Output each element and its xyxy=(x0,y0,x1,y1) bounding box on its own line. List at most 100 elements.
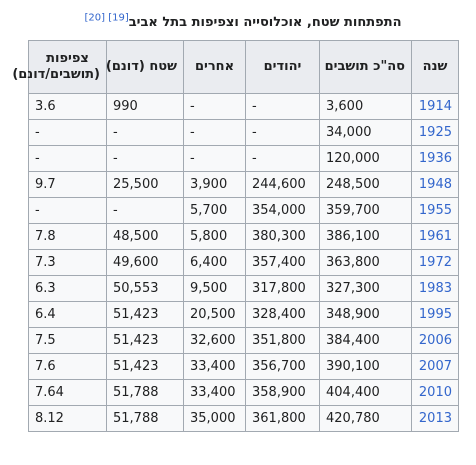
cell-total: 327,300 xyxy=(319,275,412,302)
year-link[interactable]: 1948 xyxy=(418,177,452,192)
cell-area: 49,600 xyxy=(106,249,184,276)
cell-jews: 244,600 xyxy=(245,171,320,198)
header-others: אחרים xyxy=(183,40,246,94)
cell-year: 1983 xyxy=(411,275,459,302)
year-link[interactable]: 1972 xyxy=(418,255,452,270)
cell-total: 348,900 xyxy=(319,301,412,328)
data-table: שנה סה"כ תושבים יהודים אחרים שטח (דונם) … xyxy=(12,40,459,432)
cell-density: 6.3 xyxy=(28,275,107,302)
cell-year: 1948 xyxy=(411,171,459,198)
cell-density: 9.7 xyxy=(28,171,107,198)
cell-area: 51,423 xyxy=(106,353,184,380)
year-link[interactable]: 1995 xyxy=(418,307,452,322)
table-body: 1914 3,600- -990 3.6 1925 34,000- - - -1936 120,0… xyxy=(28,93,459,432)
cell-jews: 357,400 xyxy=(245,249,320,276)
cell-jews: 380,300 xyxy=(245,223,320,250)
cell-others: 6,400 xyxy=(183,249,246,276)
cell-density: - xyxy=(28,197,107,224)
cell-year: 2010 xyxy=(411,379,459,406)
cell-area: 51,423 xyxy=(106,301,184,328)
year-link[interactable]: 1914 xyxy=(418,99,452,114)
cell-others: 9,500 xyxy=(183,275,246,302)
cell-jews: 317,800 xyxy=(245,275,320,302)
header-jews: יהודים xyxy=(245,40,320,94)
year-link[interactable]: 1961 xyxy=(418,229,452,244)
reference-link-20[interactable]: [20] xyxy=(84,12,105,24)
cell-density: - xyxy=(28,119,107,146)
cell-others: 5,700 xyxy=(183,197,246,224)
table-row: 2007 390,100 356,700 33,400 51,423 7.6 xyxy=(28,353,459,380)
cell-density: 7.5 xyxy=(28,327,107,354)
year-link[interactable]: 1925 xyxy=(418,125,452,140)
cell-area: - xyxy=(106,145,184,172)
cell-others: 32,600 xyxy=(183,327,246,354)
table-row: 1955 359,700 354,000 5,700- - xyxy=(28,197,459,224)
caption-refs: [19] [20] xyxy=(84,13,128,24)
cell-others: - xyxy=(183,145,246,172)
header-density-line2: (תושבים/דונם) xyxy=(12,67,100,82)
cell-area: 48,500 xyxy=(106,223,184,250)
cell-others: 20,500 xyxy=(183,301,246,328)
header-total: סה"כ תושבים xyxy=(319,40,412,94)
cell-year: 1955 xyxy=(411,197,459,224)
caption-text: התפתחות שטח, אוכלוסייה וצפיפות בתל אביב xyxy=(128,15,402,30)
table-row: 2013 420,780 361,800 35,000 51,788 8.12 xyxy=(28,405,459,432)
cell-density: 6.4 xyxy=(28,301,107,328)
cell-area: - xyxy=(106,197,184,224)
cell-jews: 351,800 xyxy=(245,327,320,354)
year-link[interactable]: 1955 xyxy=(418,203,452,218)
cell-year: 1995 xyxy=(411,301,459,328)
year-link[interactable]: 1983 xyxy=(418,281,452,296)
cell-density: 3.6 xyxy=(28,93,107,120)
year-link[interactable]: 2006 xyxy=(418,333,452,348)
year-link[interactable]: 2013 xyxy=(418,411,452,426)
year-link[interactable]: 1936 xyxy=(418,151,452,166)
table-row: 1961 386,100 380,300 5,800 48,500 7.8 xyxy=(28,223,459,250)
header-year: שנה xyxy=(411,40,459,94)
cell-year: 1972 xyxy=(411,249,459,276)
year-link[interactable]: 2010 xyxy=(418,385,452,400)
cell-total: 420,780 xyxy=(319,405,412,432)
cell-jews: 361,800 xyxy=(245,405,320,432)
cell-area: 990 xyxy=(106,93,184,120)
cell-year: 2006 xyxy=(411,327,459,354)
cell-area: 51,423 xyxy=(106,327,184,354)
cell-total: 386,100 xyxy=(319,223,412,250)
cell-jews: 356,700 xyxy=(245,353,320,380)
cell-density: 8.12 xyxy=(28,405,107,432)
header-area: שטח (דונם) xyxy=(106,40,184,94)
cell-density: 7.3 xyxy=(28,249,107,276)
cell-others: - xyxy=(183,119,246,146)
cell-total: 359,700 xyxy=(319,197,412,224)
cell-jews: 358,900 xyxy=(245,379,320,406)
table-row: 1983 327,300 317,800 9,500 50,553 6.3 xyxy=(28,275,459,302)
cell-year: 1936 xyxy=(411,145,459,172)
year-link[interactable]: 2007 xyxy=(418,359,452,374)
cell-total: 120,000 xyxy=(319,145,412,172)
reference-link-19[interactable]: [19] xyxy=(108,12,129,24)
cell-total: 384,400 xyxy=(319,327,412,354)
cell-density: 7.6 xyxy=(28,353,107,380)
cell-others: - xyxy=(183,93,246,120)
table-row: 1936 120,000- - - - xyxy=(28,145,459,172)
cell-year: 2007 xyxy=(411,353,459,380)
cell-others: 3,900 xyxy=(183,171,246,198)
table-row: 1972 363,800 357,400 6,400 49,600 7.3 xyxy=(28,249,459,276)
cell-jews: - xyxy=(245,145,320,172)
cell-others: 33,400 xyxy=(183,379,246,406)
header-density: צפיפות (תושבים/דונם) xyxy=(12,40,107,94)
table-row: 1948 248,500 244,600 3,900 25,500 9.7 xyxy=(28,171,459,198)
cell-jews: - xyxy=(245,119,320,146)
cell-total: 404,400 xyxy=(319,379,412,406)
cell-jews: - xyxy=(245,93,320,120)
cell-jews: 328,400 xyxy=(245,301,320,328)
cell-area: 51,788 xyxy=(106,379,184,406)
table-row: 2006 384,400 351,800 32,600 51,423 7.5 xyxy=(28,327,459,354)
cell-others: 35,000 xyxy=(183,405,246,432)
cell-density: - xyxy=(28,145,107,172)
cell-density: 7.64 xyxy=(28,379,107,406)
header-density-line1: צפיפות xyxy=(46,51,89,66)
cell-jews: 354,000 xyxy=(245,197,320,224)
cell-total: 390,100 xyxy=(319,353,412,380)
table-row: 1925 34,000- - - - xyxy=(28,119,459,146)
